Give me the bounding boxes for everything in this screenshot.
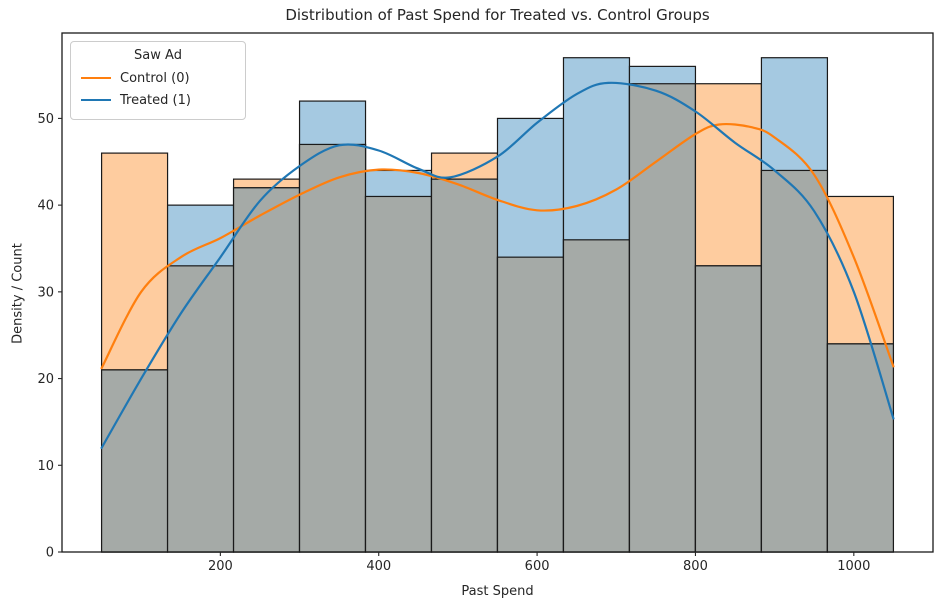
- bar-overlap-bin-5: [430, 178, 499, 553]
- x-tick-label: 600: [525, 559, 550, 574]
- y-tick-label: 0: [46, 546, 54, 561]
- y-tick-label: 40: [37, 199, 54, 214]
- bar-overlap-bin-7: [562, 239, 631, 553]
- chart-title: Distribution of Past Spend for Treated v…: [285, 6, 710, 24]
- kde-curve-control: [100, 122, 895, 370]
- bar-overlap-bin-3: [298, 143, 367, 553]
- x-tick-label: 400: [366, 559, 391, 574]
- y-tick-label: 50: [37, 112, 54, 127]
- legend-entry-treated: Treated (1): [81, 89, 235, 111]
- y-tick-label: 30: [37, 285, 54, 300]
- x-tick-label: 200: [208, 559, 233, 574]
- bar-overlap-bin-4: [364, 195, 433, 553]
- treated-line-swatch-icon: [81, 99, 111, 101]
- y-axis-label: Density / Count: [10, 243, 26, 344]
- bar-overlap-bin-11: [826, 343, 895, 553]
- bar-overlap-bin-8: [628, 83, 697, 553]
- legend-entry-treated-label: Treated (1): [120, 92, 191, 108]
- kde-curve-treated: [100, 81, 895, 450]
- y-tick-label: 10: [37, 459, 54, 474]
- bar-overlap-bin-9: [694, 265, 763, 553]
- legend-title: Saw Ad: [134, 48, 182, 63]
- bar-overlap-bin-0: [100, 369, 169, 553]
- bar-overlap-bin-1: [166, 265, 235, 553]
- x-axis-label: Past Spend: [461, 584, 534, 599]
- legend-entry-control-label: Control (0): [120, 70, 190, 86]
- control-line-swatch-icon: [81, 77, 111, 79]
- legend-entry-control: Control (0): [81, 67, 235, 89]
- bar-overlap-bin-6: [496, 256, 565, 553]
- x-tick-label: 800: [683, 559, 708, 574]
- bar-overlap-bin-2: [232, 187, 301, 553]
- x-tick-label: 1000: [837, 559, 870, 574]
- legend: Saw Ad Control (0) Treated (1): [70, 41, 246, 120]
- axes-spines: [61, 32, 934, 553]
- y-tick-label: 20: [37, 372, 54, 387]
- bar-overlap-bin-10: [760, 169, 829, 553]
